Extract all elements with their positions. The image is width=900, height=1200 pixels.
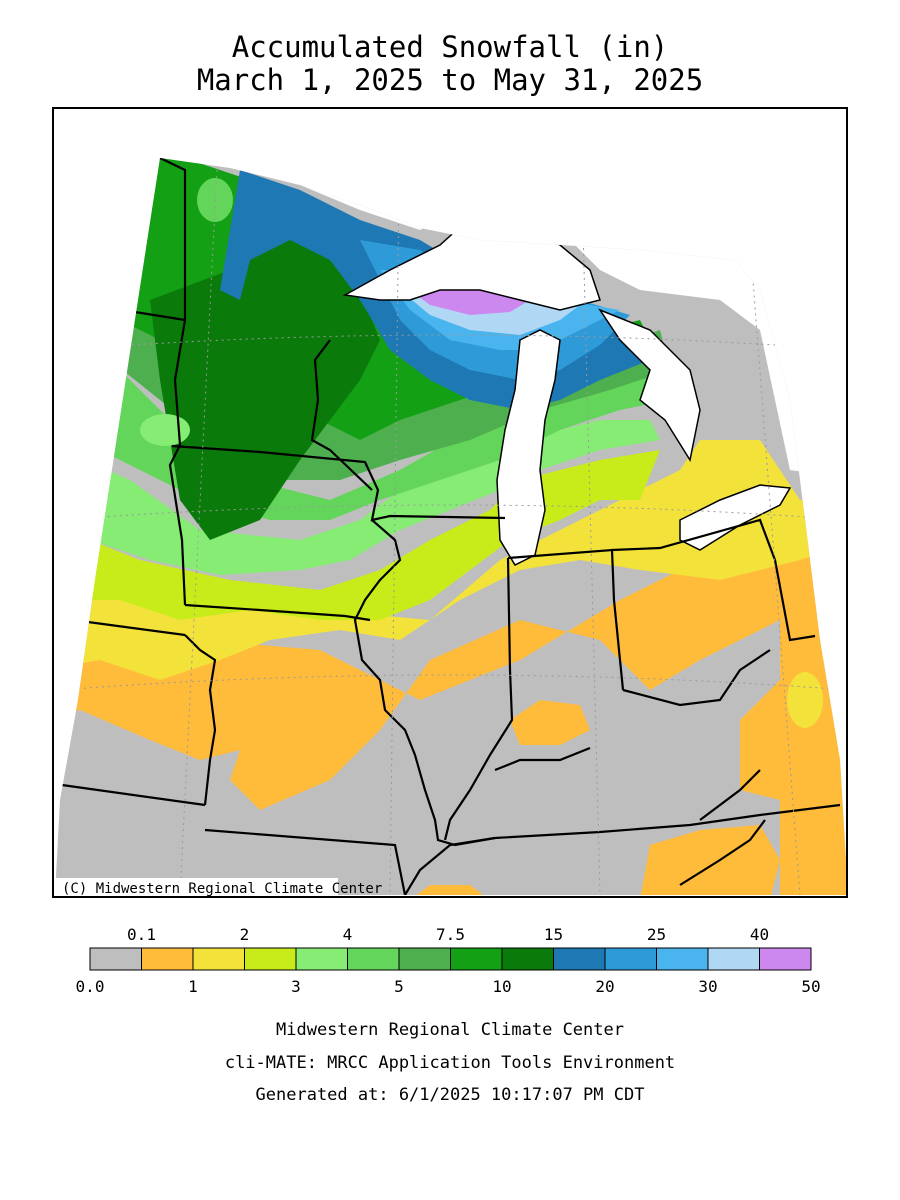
region-dark-green	[150, 230, 380, 540]
legend-swatch	[347, 947, 400, 971]
legend-swatch	[707, 947, 760, 971]
legend-swatch	[398, 947, 451, 971]
legend-swatch	[89, 947, 142, 971]
legend-swatch	[192, 947, 245, 971]
map-frame	[52, 107, 848, 898]
legend-bottom-label: 5	[394, 977, 404, 996]
legend-bottom-label: 20	[595, 977, 614, 996]
legend-swatch	[759, 947, 812, 971]
legend-swatch	[656, 947, 709, 971]
legend-swatch	[141, 947, 194, 971]
graticule	[59, 158, 848, 895]
legend-top-label: 40	[750, 925, 769, 944]
region-3-4	[55, 450, 660, 620]
state-boundaries	[61, 158, 841, 895]
legend-swatch	[450, 947, 503, 971]
region-1-2	[55, 520, 848, 895]
map-date-range: March 1, 2025 to May 31, 2025	[196, 63, 704, 97]
footer-generated-at: Generated at: 6/1/2025 10:17:07 PM CDT	[255, 1085, 645, 1105]
legend-top-label: 15	[544, 925, 563, 944]
lake-huron	[598, 308, 701, 462]
legend-top-label: 0.1	[127, 925, 156, 944]
legend-swatch	[553, 947, 606, 971]
legend-swatch	[604, 947, 657, 971]
color-legend: 0.1 2 4 7.5 15 25 40 0.0 1 3 5 10 20 30 50	[76, 925, 821, 996]
legend-bottom-label: 0.0	[76, 977, 105, 996]
legend-bottom-label: 10	[492, 977, 511, 996]
legend-bottom-label: 30	[698, 977, 717, 996]
map-title: Accumulated Snowfall (in)	[231, 30, 669, 64]
footer-organization: Midwestern Regional Climate Center	[276, 1020, 624, 1040]
legend-bottom-label: 50	[801, 977, 820, 996]
legend-top-label: 2	[240, 925, 250, 944]
region-2-3	[55, 440, 848, 680]
snowfall-field	[55, 158, 848, 895]
legend-swatch	[295, 947, 348, 971]
legend-swatch	[244, 947, 297, 971]
legend-top-label: 7.5	[436, 925, 465, 944]
legend-top-label: 4	[343, 925, 353, 944]
footer-tool-name: cli-MATE: MRCC Application Tools Environ…	[224, 1053, 676, 1073]
legend-bottom-label: 1	[188, 977, 198, 996]
legend-bottom-label: 3	[291, 977, 301, 996]
map-copyright: (C) Midwestern Regional Climate Center	[62, 881, 382, 897]
legend-swatch	[501, 947, 554, 971]
lake-michigan	[496, 329, 561, 566]
legend-top-label: 25	[647, 925, 666, 944]
